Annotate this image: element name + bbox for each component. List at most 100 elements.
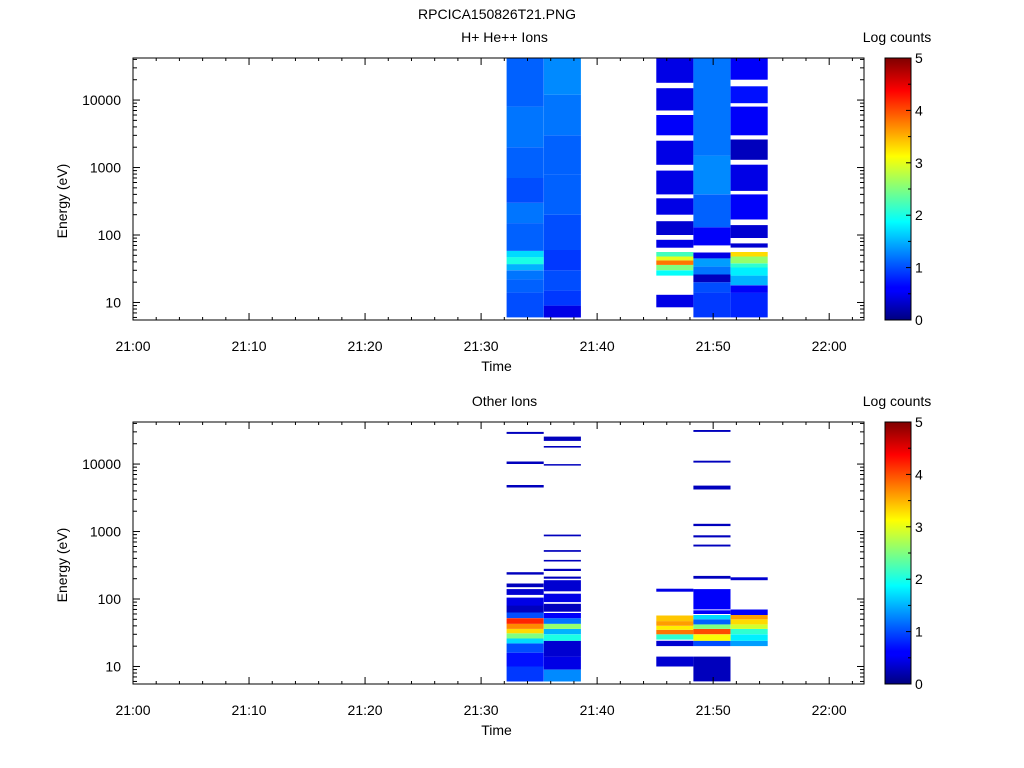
heatmap-cell — [656, 621, 694, 626]
colorbar-gradient — [884, 421, 912, 685]
heatmap-cell — [693, 252, 731, 259]
heatmap-cell — [693, 485, 731, 490]
x-tick-label: 21:10 — [232, 702, 267, 718]
heatmap-cell — [543, 634, 581, 641]
heatmap-panel-1: 21:00 21:10 21:20 21:30 21:40 21:50 22:0010100… — [54, 29, 931, 374]
heatmap-cell — [730, 640, 768, 647]
x-tick-label: 22:00 — [812, 338, 847, 354]
colorbar-tick-label: 4 — [915, 466, 923, 482]
heatmap-cell — [730, 252, 768, 257]
heatmap-cell — [543, 214, 581, 250]
colorbar-tick-label: 1 — [915, 624, 923, 640]
heatmap-cell — [693, 292, 731, 318]
heatmap-cell — [543, 603, 581, 612]
x-tick-label: 21:50 — [696, 702, 731, 718]
heatmap-cell — [543, 174, 581, 215]
heatmap-cell — [656, 115, 694, 136]
heatmap-cell — [543, 559, 581, 562]
heatmap-cell — [506, 666, 544, 682]
heatmap-cell — [693, 628, 731, 635]
y-tick-label: 10 — [105, 658, 121, 674]
heatmap-cell — [730, 164, 768, 191]
heatmap-cell — [506, 251, 544, 258]
heatmap-cell — [693, 634, 731, 641]
heatmap-cell — [730, 139, 768, 160]
heatmap-cell — [693, 282, 731, 293]
heatmap-cell — [656, 656, 694, 667]
heatmap-cell — [730, 267, 768, 276]
heatmap-cell — [506, 270, 544, 280]
heatmap-cell — [656, 629, 694, 635]
heatmap-cell — [543, 250, 581, 271]
heatmap-cell — [693, 155, 731, 195]
heatmap-cell — [730, 263, 768, 268]
heatmap-cell — [730, 225, 768, 238]
heatmap-cell — [506, 106, 544, 148]
heatmap-cell — [693, 258, 731, 267]
heatmap-cell — [543, 580, 581, 592]
colorbar-gradient — [884, 57, 912, 321]
heatmap-cell — [693, 544, 731, 547]
heatmap-cell — [693, 619, 731, 625]
heatmap-cell — [506, 292, 544, 318]
colorbar-tick-label: 5 — [915, 414, 923, 430]
y-tick-label: 1000 — [90, 160, 121, 176]
heatmap-cell — [543, 656, 581, 670]
y-tick-label: 10000 — [82, 456, 121, 472]
heatmap-cell — [506, 431, 544, 434]
heatmap-cell — [506, 643, 544, 653]
x-tick-label: 21:00 — [115, 702, 150, 718]
colorbar-label: Log counts — [863, 393, 932, 409]
heatmap-cell — [506, 202, 544, 224]
heatmap-cell — [730, 619, 768, 625]
x-axis-label: Time — [481, 358, 512, 374]
heatmap-cell — [506, 485, 544, 488]
y-tick-label: 1000 — [90, 524, 121, 540]
heatmap-cell — [656, 198, 694, 215]
y-axis-label: Energy (eV) — [54, 528, 70, 603]
heatmap-cell — [656, 260, 694, 265]
heatmap-cell — [693, 523, 731, 527]
figure-title: RPCICA150826T21.PNG — [418, 6, 576, 22]
heatmap-cell — [693, 115, 731, 156]
colorbar-tick-label: 2 — [915, 207, 923, 223]
heatmap-cell — [506, 583, 544, 588]
plot-frame — [132, 421, 865, 685]
heatmap-cell — [543, 568, 581, 571]
heatmap-cell — [656, 140, 694, 165]
y-tick-label: 10 — [105, 294, 121, 310]
heatmap-cell — [730, 624, 768, 629]
heatmap-cell — [506, 638, 544, 644]
heatmap-cell — [656, 239, 694, 248]
x-tick-label: 21:50 — [696, 338, 731, 354]
heatmap-panel-2: 21:00 21:10 21:20 21:30 21:40 21:50 22:0010100… — [54, 393, 931, 738]
heatmap-cell — [730, 86, 768, 104]
colorbar-tick-label: 2 — [915, 571, 923, 587]
heatmap-cell — [506, 147, 544, 178]
colorbar-tick-label: 0 — [915, 676, 923, 692]
heatmap-cell — [543, 94, 581, 136]
panel-title: H+ He++ Ions — [461, 29, 548, 45]
heatmap-cell — [693, 615, 731, 620]
x-tick-label: 22:00 — [812, 702, 847, 718]
panel-title: Other Ions — [472, 393, 537, 409]
x-tick-label: 21:00 — [115, 338, 150, 354]
x-tick-label: 21:20 — [348, 338, 383, 354]
heatmap-cell — [730, 634, 768, 641]
heatmap-cell — [693, 58, 731, 115]
colorbar-tick-label: 3 — [915, 155, 923, 171]
heatmap-cell — [656, 58, 694, 83]
heatmap-cell — [656, 640, 694, 647]
heatmap-cell — [656, 615, 694, 622]
colorbar-tick-label: 4 — [915, 102, 923, 118]
heatmap-cell — [656, 634, 694, 640]
heatmap-cell — [693, 430, 731, 432]
heatmap-cell — [730, 256, 768, 264]
y-tick-label: 100 — [98, 227, 122, 243]
heatmap-cell — [693, 266, 731, 275]
heatmap-cell — [543, 135, 581, 174]
heatmap-cell — [730, 628, 768, 635]
heatmap-cell — [656, 294, 694, 308]
heatmap-cell — [730, 194, 768, 220]
